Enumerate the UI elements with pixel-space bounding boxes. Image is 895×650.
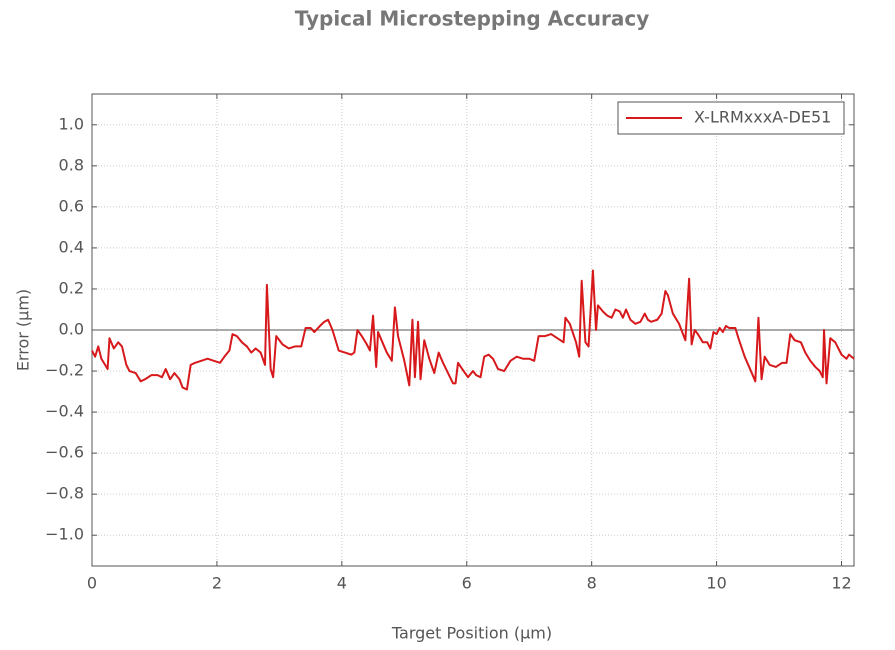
x-tick-label: 10 — [706, 574, 726, 593]
y-tick-label: 0.8 — [59, 155, 84, 174]
x-tick-label: 8 — [587, 574, 597, 593]
legend-label: X-LRMxxxA-DE51 — [694, 108, 831, 127]
chart-title: Typical Microstepping Accuracy — [295, 7, 650, 31]
y-tick-label: −0.8 — [45, 484, 84, 503]
y-tick-label: 0.6 — [59, 196, 84, 215]
y-axis-label: Error (μm) — [14, 289, 33, 371]
y-tick-label: −0.6 — [45, 443, 84, 462]
y-tick-label: 0.2 — [59, 278, 84, 297]
y-tick-label: 0.0 — [59, 320, 84, 339]
y-tick-label: 0.4 — [59, 237, 84, 256]
x-axis-label: Target Position (μm) — [391, 624, 552, 643]
x-tick-label: 2 — [212, 574, 222, 593]
y-tick-label: −0.2 — [45, 361, 84, 380]
y-tick-label: 1.0 — [59, 114, 84, 133]
y-tick-label: −0.4 — [45, 402, 84, 421]
x-tick-label: 4 — [337, 574, 347, 593]
x-tick-label: 12 — [831, 574, 851, 593]
y-tick-label: −1.0 — [45, 525, 84, 544]
x-tick-label: 0 — [87, 574, 97, 593]
plot-frame — [91, 93, 855, 567]
x-tick-label: 6 — [462, 574, 472, 593]
data-line — [91, 269, 855, 391]
